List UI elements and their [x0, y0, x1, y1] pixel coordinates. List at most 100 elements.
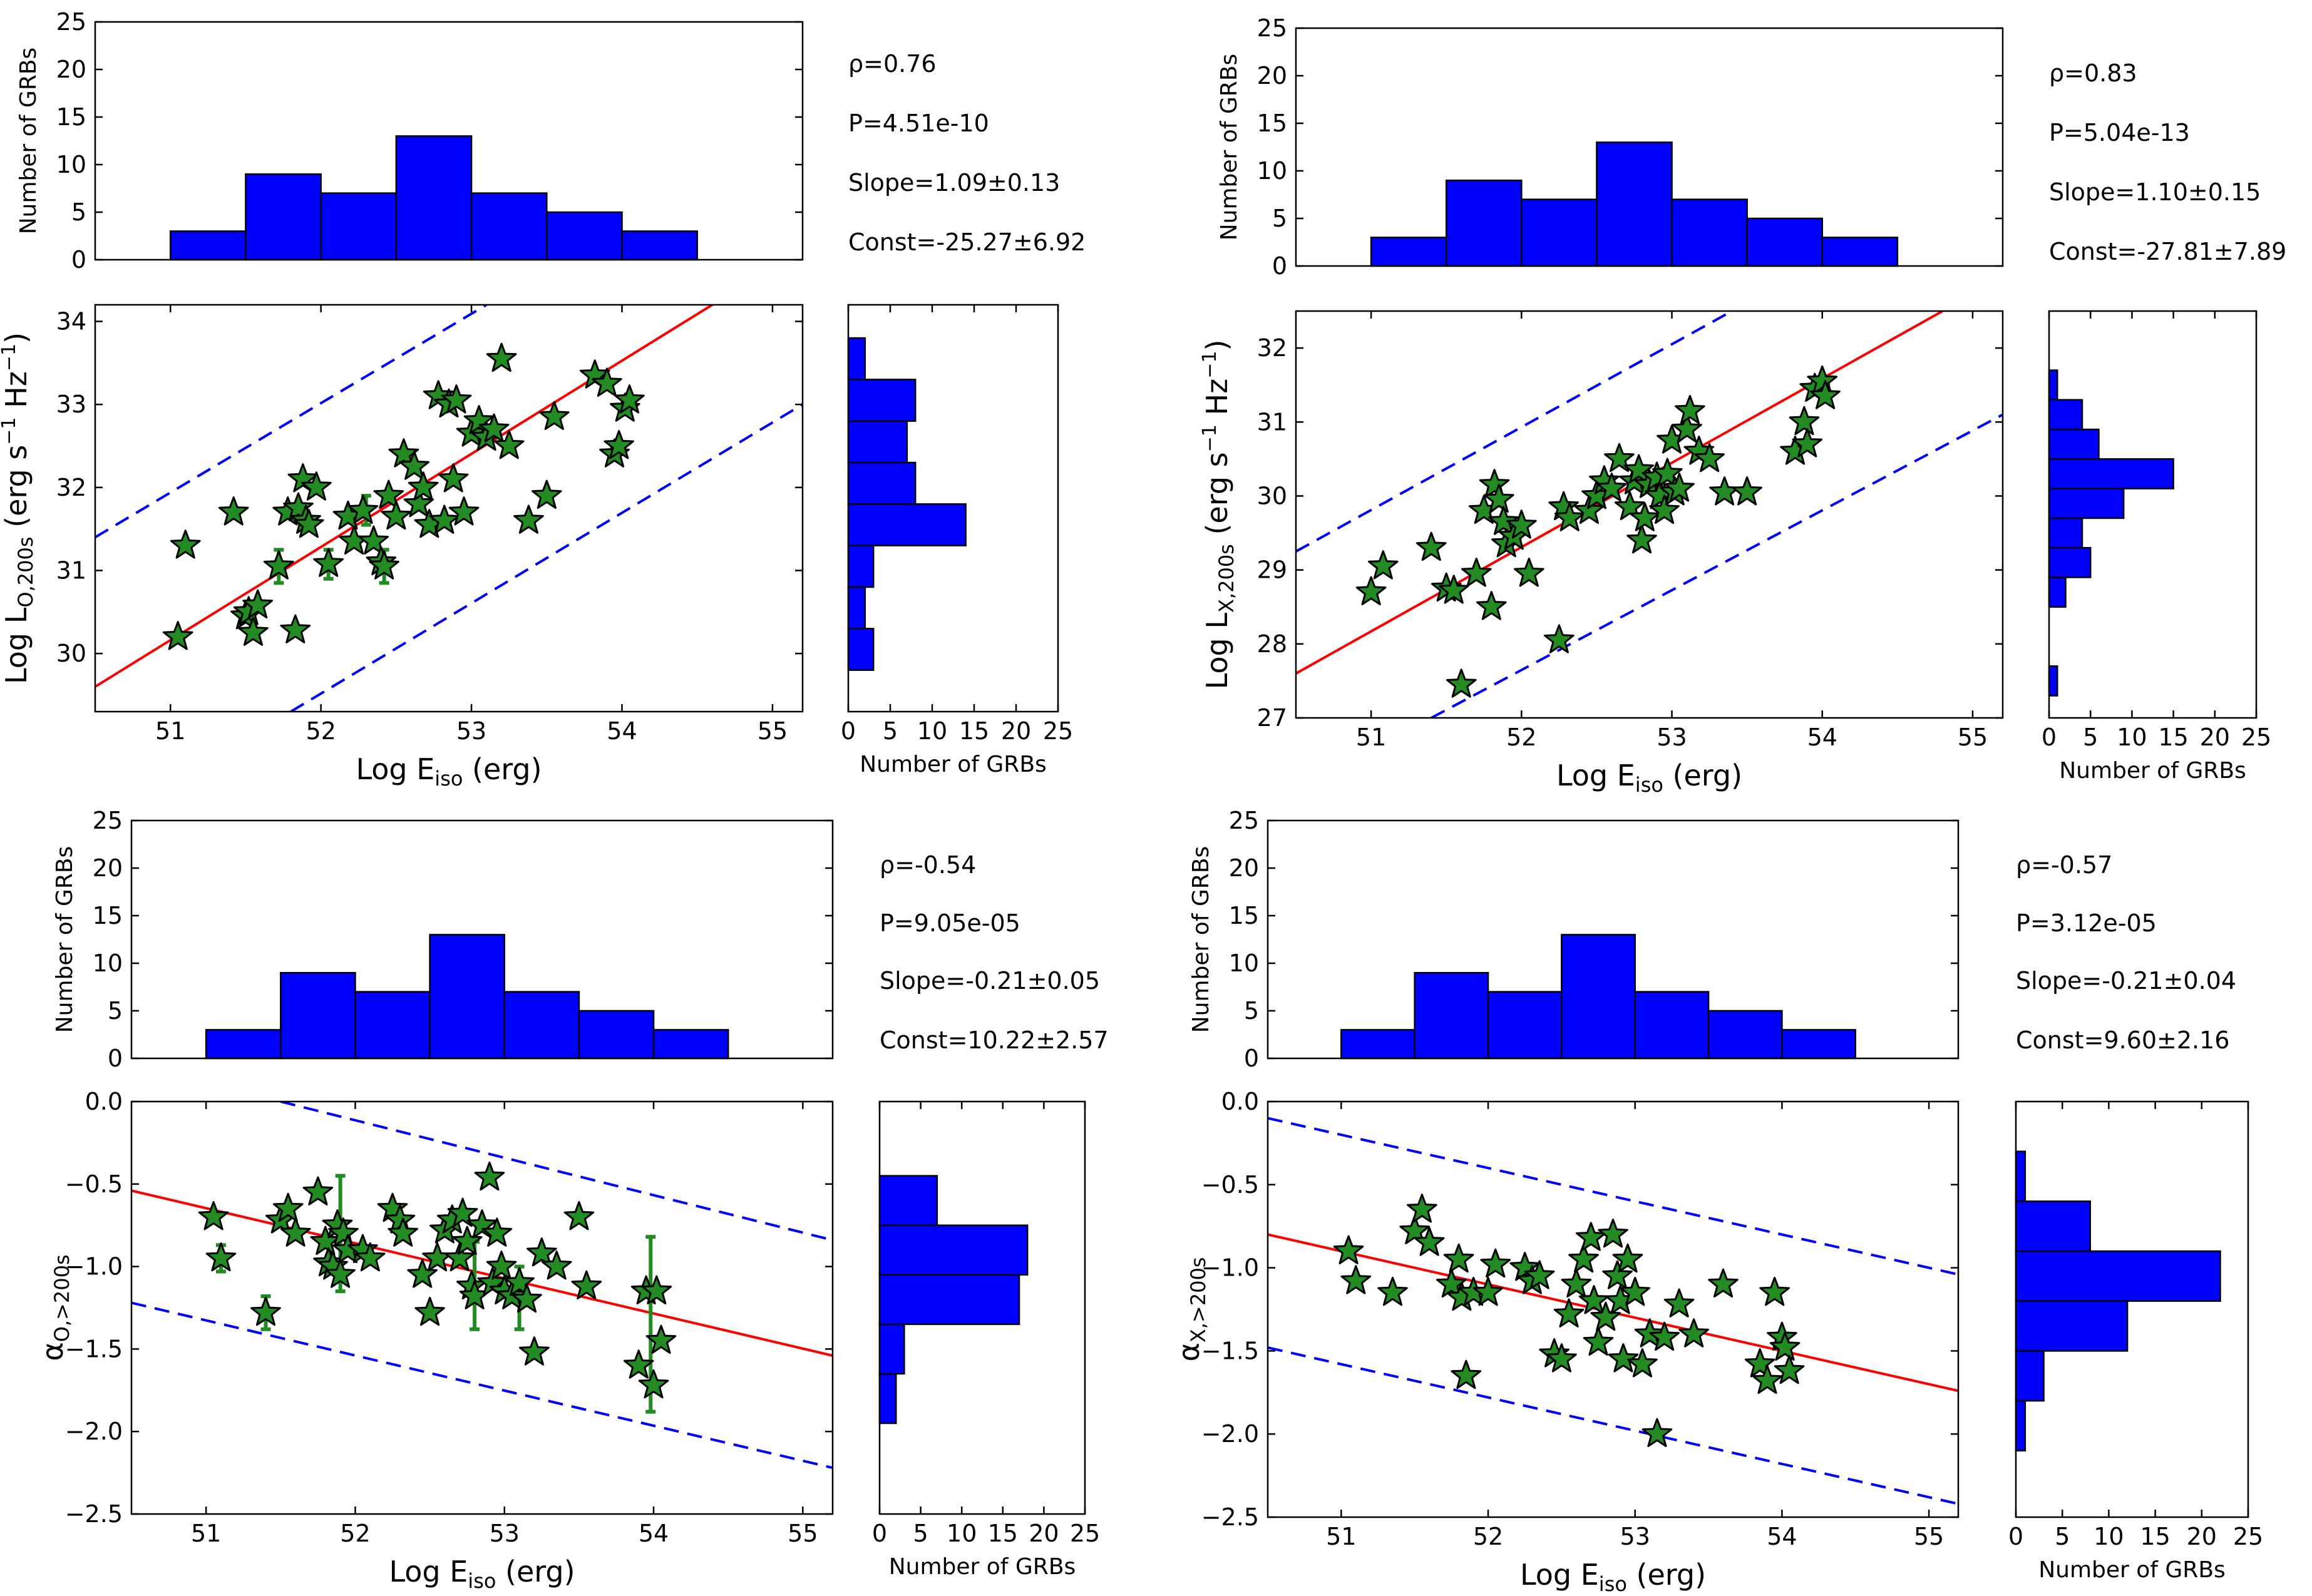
stat-rho: ρ=-0.57 [2016, 851, 2112, 879]
y-tick-label: −0.5 [1201, 1171, 1259, 1199]
y-tick-label: −2.0 [1201, 1420, 1259, 1448]
data-point-star [301, 471, 332, 501]
data-point-star [283, 492, 314, 521]
y-tick-label: 27 [1257, 704, 1287, 732]
data-point-star [381, 500, 412, 530]
data-point-star [486, 342, 517, 372]
x-tick-label: 15 [2158, 724, 2188, 751]
data-point-star [1627, 1348, 1658, 1378]
x-tick-label: 5 [2083, 724, 2098, 751]
x-axis-label: Log Eiso (erg) [356, 752, 542, 790]
scatter-frame [1295, 310, 2004, 719]
scatter-plot-area [1268, 1117, 1958, 1505]
y-tick-label: −0.5 [65, 1170, 123, 1198]
stat-const: Const=10.22±2.57 [880, 1026, 1109, 1054]
x-tick-label: 51 [1356, 724, 1386, 751]
y-tick-label: 5 [1272, 205, 1287, 232]
y-tick-label: −1.0 [1201, 1254, 1259, 1282]
statistics-block: ρ=0.83 P=5.04e-13 Slope=1.10±0.15 Const=-27… [2049, 59, 2286, 265]
histogram-bar [1340, 1029, 1415, 1060]
side-histogram-x-label: Number of GRBs [2059, 758, 2246, 784]
data-point-star [1663, 1288, 1695, 1317]
x-tick-label: 25 [2233, 1523, 2263, 1550]
data-point-star [1436, 1268, 1467, 1298]
data-point-star [1630, 502, 1660, 531]
data-point-star [1792, 428, 1822, 458]
histogram-bar [2048, 428, 2100, 460]
data-point-star [414, 1296, 445, 1326]
data-point-star [1446, 668, 1477, 698]
histogram-bar [470, 192, 548, 261]
y-axis-label: Log LX,200s (erg s−1 Hz−1) [1199, 340, 1238, 690]
data-point-star [347, 494, 379, 524]
x-tick-label: 20 [1001, 717, 1031, 745]
data-point-star [1576, 1222, 1606, 1251]
y-axis-label: αO,>200s [36, 1254, 74, 1361]
y-tick-label: 0.0 [85, 1088, 123, 1115]
side-histogram: 0 5 10 15 20 25 Number of GRBs [872, 1100, 1100, 1580]
stat-p: P=4.51e-10 [848, 110, 989, 137]
x-tick-label: 51 [191, 1520, 221, 1547]
x-tick-label: 20 [2187, 1523, 2217, 1550]
x-tick-label: 54 [1767, 1523, 1797, 1550]
data-point-star [592, 367, 622, 397]
y-tick-label: 31 [1257, 408, 1287, 436]
data-point-star [438, 463, 469, 493]
data-point-star [429, 504, 460, 534]
data-point-star [170, 529, 201, 559]
histogram-bar [2048, 517, 2083, 549]
data-point-star [388, 1217, 418, 1247]
x-tick-label: 54 [607, 717, 637, 745]
histogram-bar [1707, 1010, 1783, 1060]
x-tick-label: 5 [913, 1520, 928, 1547]
data-point-star [1810, 380, 1841, 409]
data-point-star [388, 438, 419, 468]
top-histogram-frame [1295, 27, 2004, 267]
top-histogram-frame [94, 21, 804, 261]
data-point-star [474, 1161, 505, 1191]
data-point-star [1678, 1318, 1709, 1348]
data-point-star [444, 1242, 475, 1272]
data-point-star [369, 550, 399, 580]
histogram-bar [280, 971, 356, 1060]
y-tick-label: 31 [56, 556, 86, 584]
x-tick-label: 51 [1326, 1523, 1356, 1550]
y-tick-label: 30 [56, 640, 86, 667]
y-tick-label: −2.5 [65, 1500, 123, 1528]
y-tick-label: 25 [1257, 14, 1287, 42]
data-point-star [1620, 1276, 1650, 1306]
stat-const: Const=-27.81±7.89 [2049, 238, 2286, 265]
y-tick-label: 15 [93, 902, 123, 929]
histogram-bar [2048, 665, 2058, 697]
data-point-star [1649, 494, 1680, 524]
scatter-plot-area [1296, 311, 2003, 718]
data-point-star [1732, 476, 1762, 506]
side-histogram-x-label: Number of GRBs [889, 1554, 1076, 1580]
y-tick-label: 20 [1257, 62, 1287, 90]
data-point-star [1649, 1321, 1680, 1351]
y-tick-label: 15 [1257, 110, 1287, 137]
x-tick-label: 53 [490, 1520, 520, 1547]
data-point-star [623, 1349, 654, 1379]
y-tick-label: 32 [1257, 334, 1287, 362]
x-tick-label: 55 [1914, 1523, 1944, 1550]
data-point-star [527, 1237, 557, 1267]
stat-rho: ρ=0.83 [2049, 59, 2137, 87]
x-tick-label: 55 [1958, 724, 1988, 751]
data-point-star [1596, 473, 1627, 502]
stat-rho: ρ=0.76 [848, 50, 937, 78]
data-point-star [1769, 1331, 1801, 1361]
stat-slope: Slope=-0.21±0.05 [880, 967, 1100, 995]
data-point-star [1608, 1343, 1639, 1373]
lower-bound-line [290, 403, 803, 712]
data-point-star [1554, 502, 1585, 531]
y-tick-label: 0 [1272, 252, 1287, 280]
x-tick-label: 10 [947, 1520, 977, 1547]
data-point-star [1407, 1194, 1437, 1223]
histogram-bar [2048, 576, 2067, 608]
x-tick-label: 0 [841, 717, 856, 745]
data-point-star [1438, 575, 1469, 604]
upper-bound-line [1296, 311, 1733, 553]
top-histogram-y-label: Number of GRBs [52, 846, 78, 1033]
